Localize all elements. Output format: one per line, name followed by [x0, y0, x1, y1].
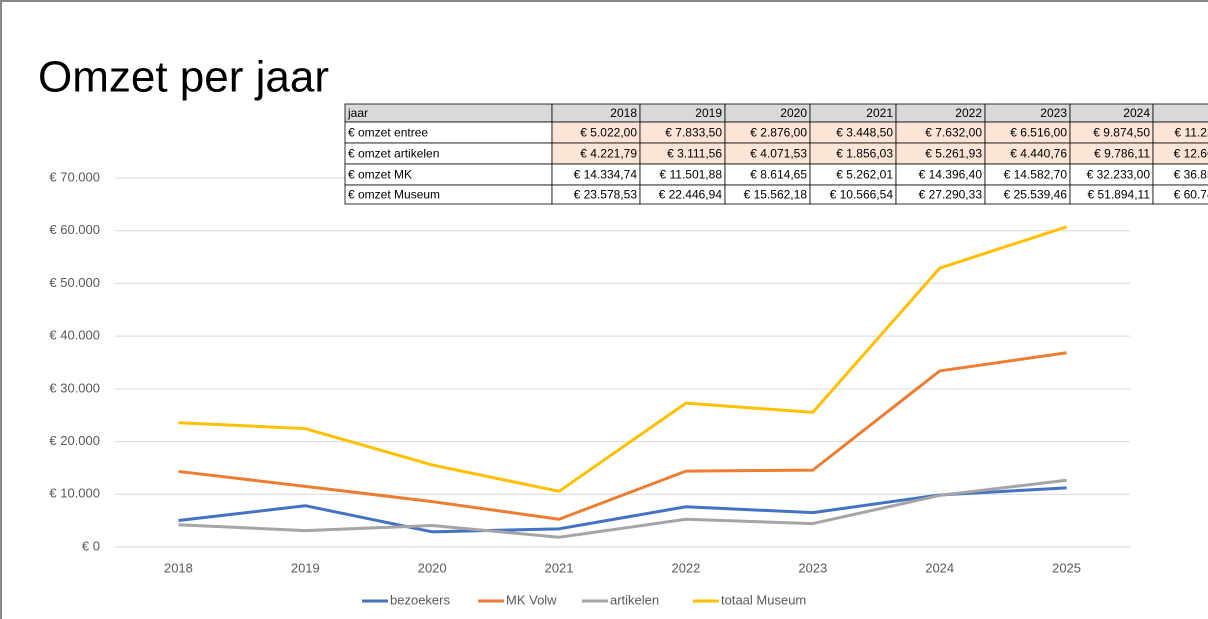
y-tick-label: € 40.000	[49, 328, 100, 343]
table-cell	[1152, 103, 1208, 123]
table-text: € 10.566,54	[830, 188, 894, 202]
table-text: € 7.632,00	[925, 126, 982, 140]
series-line	[178, 351, 1067, 521]
table-text: € 2.876,00	[750, 126, 807, 140]
table-text: € 11.227,50	[1174, 126, 1208, 140]
x-tick-label: 2022	[671, 560, 700, 575]
table-text: 2023	[1040, 106, 1067, 120]
y-tick-label: € 60.000	[49, 222, 100, 237]
table-text: 2020	[780, 106, 807, 120]
table-text: € 5.262,01	[836, 168, 893, 182]
table-cell	[344, 103, 553, 123]
table-text: € omzet artikelen	[348, 147, 439, 161]
table-text: jaar	[347, 106, 368, 120]
table-text: € 3.448,50	[836, 126, 893, 140]
table-text: € 9.874,50	[1093, 126, 1150, 140]
series-line	[178, 486, 1067, 534]
table-text: 2022	[955, 106, 982, 120]
table-text: € 25.539,46	[1004, 188, 1068, 202]
table-text: € 1.856,03	[836, 147, 893, 161]
table-text: € 12.663,88	[1174, 147, 1208, 161]
table-text: € 15.562,18	[744, 188, 808, 202]
table-text: € 5.022,00	[580, 126, 637, 140]
table-text: € 7.833,50	[665, 126, 722, 140]
table-text: 2024	[1123, 106, 1150, 120]
x-tick-label: 2025	[1052, 560, 1081, 575]
table-text: € 36.852,90	[1174, 168, 1208, 182]
series-line	[178, 225, 1068, 493]
x-tick-label: 2024	[925, 560, 954, 575]
table-text: 2019	[695, 106, 722, 120]
series-line	[178, 478, 1067, 539]
table-text: € 4.440,76	[1010, 147, 1067, 161]
legend-label: artikelen	[610, 592, 659, 607]
table-text: € 4.221,79	[580, 147, 637, 161]
x-tick-label: 2018	[164, 560, 193, 575]
x-tick-label: 2019	[291, 560, 320, 575]
y-tick-label: € 70.000	[49, 169, 100, 184]
y-tick-label: € 0	[82, 538, 100, 553]
table-text: € 8.614,65	[750, 168, 807, 182]
table-text: € 11.501,88	[659, 168, 722, 182]
table-text: € 23.578,53	[574, 188, 638, 202]
table-text: € 14.396,40	[919, 168, 983, 182]
x-tick-label: 2023	[798, 560, 827, 575]
table-text: € 3.111,56	[667, 147, 722, 161]
x-tick-label: 2020	[418, 560, 447, 575]
y-tick-label: € 30.000	[49, 380, 100, 395]
table-text: € 27.290,33	[919, 188, 983, 202]
y-tick-label: € 20.000	[49, 433, 100, 448]
table-text: € omzet Museum	[348, 188, 440, 202]
table-text: € 51.894,11	[1087, 188, 1150, 202]
chart-title: Omzet per jaar	[38, 53, 329, 102]
table-text: € 32.233,00	[1087, 168, 1151, 182]
table-text: € 14.582,70	[1004, 168, 1068, 182]
table-text: € 4.071,53	[750, 147, 807, 161]
legend-label: totaal Museum	[721, 592, 806, 607]
table-text: € 5.261,93	[925, 147, 982, 161]
table-cell	[1152, 184, 1208, 205]
legend-label: MK Volw	[506, 592, 557, 607]
table-text: € omzet entree	[348, 126, 428, 140]
table-text: € omzet MK	[348, 168, 412, 182]
y-tick-label: € 10.000	[49, 486, 100, 501]
table-text: € 22.446,94	[659, 188, 723, 202]
table-text: 2018	[610, 106, 637, 120]
table-text: € 6.516,00	[1010, 126, 1067, 140]
table-text: 2021	[866, 106, 893, 120]
x-tick-label: 2021	[545, 560, 574, 575]
table-text: € 60.744,28	[1174, 188, 1208, 202]
legend-label: bezoekers	[390, 592, 450, 607]
y-tick-label: € 50.000	[49, 275, 100, 290]
table-text: € 14.334,74	[574, 168, 638, 182]
table-text: € 9.786,11	[1094, 147, 1150, 161]
